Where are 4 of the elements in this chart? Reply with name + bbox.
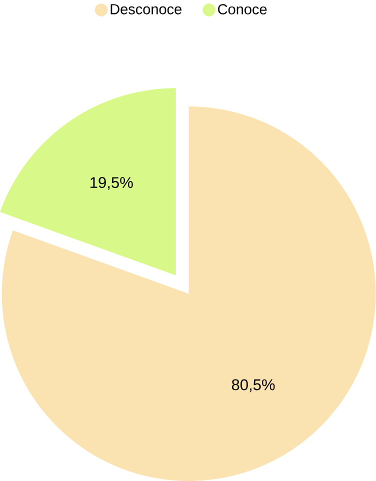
legend-label: Conoce (218, 4, 267, 14)
data-label: 19,5% (90, 177, 133, 190)
legend-label: Desconoce (110, 4, 182, 14)
data-label: 80,5% (232, 379, 275, 392)
